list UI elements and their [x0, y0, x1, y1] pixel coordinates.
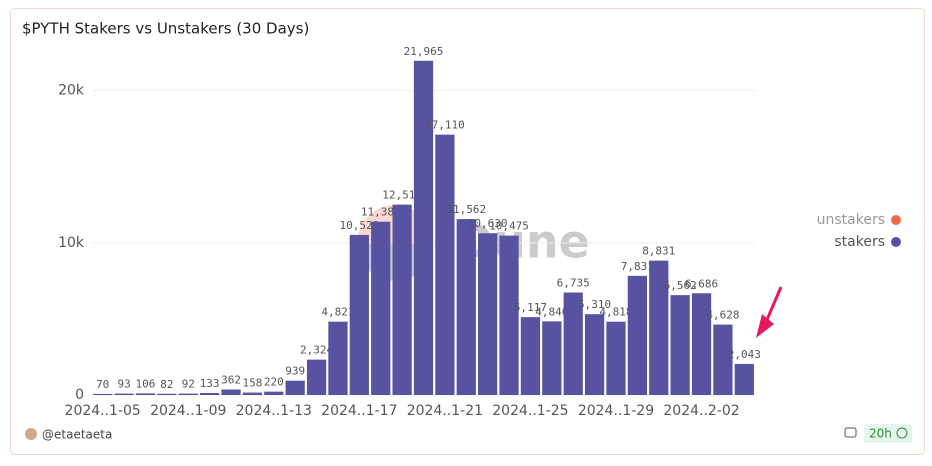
y-tick-label: 20k	[58, 83, 85, 99]
bar	[328, 321, 348, 395]
check-icon	[896, 427, 908, 439]
legend-swatch	[891, 237, 901, 247]
legend-label: unstakers	[817, 212, 885, 228]
data-label: 82	[160, 378, 173, 391]
bar	[306, 359, 327, 395]
data-label: 10,475	[489, 220, 529, 233]
x-tick-label: 2024..1-21	[407, 403, 483, 419]
x-tick-label: 2024..2-02	[663, 403, 739, 419]
bar	[478, 233, 498, 395]
data-label: 11,388	[361, 206, 401, 219]
x-tick-label: 2024..1-13	[236, 403, 312, 419]
legend-swatch	[891, 215, 901, 225]
data-label: 4,821	[321, 306, 354, 319]
bar	[435, 134, 455, 395]
bar	[627, 275, 647, 395]
bar	[734, 363, 754, 395]
bar	[221, 389, 241, 395]
bar	[691, 293, 712, 395]
data-label: 133	[200, 377, 220, 390]
data-label: 106	[136, 377, 156, 390]
data-label: 6,735	[557, 277, 590, 290]
bar	[563, 292, 583, 395]
data-label: 6,686	[685, 277, 718, 290]
bar	[285, 380, 305, 395]
bar	[114, 393, 134, 395]
legend-label: stakers	[834, 234, 885, 250]
bar	[242, 392, 263, 395]
data-label: 6,562	[664, 279, 697, 292]
y-tick-label: 10k	[58, 235, 85, 251]
data-label: 93	[117, 378, 130, 391]
bar	[371, 221, 391, 395]
data-label: 70	[96, 378, 109, 391]
chart-title: $PYTH Stakers vs Unstakers (30 Days)	[22, 20, 309, 38]
data-label: 2,043	[728, 348, 761, 361]
data-label: 21,965	[404, 45, 444, 58]
data-label: 7,831	[621, 260, 654, 273]
bar	[200, 392, 220, 395]
data-label: 939	[285, 365, 305, 378]
bar	[349, 234, 369, 395]
x-tick-label: 2024..1-09	[150, 403, 226, 419]
bar	[499, 235, 519, 395]
data-label: 17,110	[425, 119, 465, 132]
data-label: 220	[264, 376, 284, 389]
camera-icon[interactable]	[844, 427, 857, 438]
bar	[456, 219, 476, 395]
avatar	[25, 428, 37, 440]
annotation-arrow-head	[756, 314, 774, 338]
x-tick-label: 2024..1-17	[321, 403, 397, 419]
refresh-text: 20h	[869, 427, 892, 441]
data-label: 362	[221, 373, 241, 386]
bar	[713, 324, 733, 395]
data-label: 11,562	[446, 203, 486, 216]
bar	[649, 260, 669, 395]
bar	[264, 391, 284, 395]
bar	[606, 321, 626, 395]
bar	[413, 60, 434, 395]
data-label: 5,310	[578, 298, 611, 311]
data-label: 5,117	[514, 301, 547, 314]
y-tick-label: 0	[75, 387, 84, 403]
data-label: 4,628	[706, 309, 739, 322]
data-label: 8,831	[642, 245, 675, 258]
bar	[520, 317, 541, 395]
watermark-text: Dune	[455, 215, 590, 269]
bar	[392, 204, 412, 395]
data-label: 158	[242, 377, 262, 390]
data-label: 12,510	[382, 189, 422, 202]
x-tick-label: 2024..1-25	[492, 403, 568, 419]
data-label: 10,630	[468, 217, 508, 230]
data-label: 4,818	[599, 306, 632, 319]
data-label: 10,520	[339, 219, 379, 232]
author: @etaetaeta	[42, 428, 112, 442]
bar	[542, 321, 562, 395]
bar	[135, 393, 156, 395]
bar	[157, 393, 177, 395]
x-tick-label: 2024..1-29	[578, 403, 654, 419]
data-label: 4,840	[535, 305, 568, 318]
bar	[178, 393, 198, 395]
bar	[670, 295, 690, 395]
x-tick-label: 2024..1-05	[65, 403, 141, 419]
bar	[584, 314, 605, 395]
data-label: 2,324	[300, 344, 333, 357]
bar	[93, 393, 113, 395]
annotation-arrow	[764, 286, 783, 323]
data-label: 92	[182, 378, 195, 391]
